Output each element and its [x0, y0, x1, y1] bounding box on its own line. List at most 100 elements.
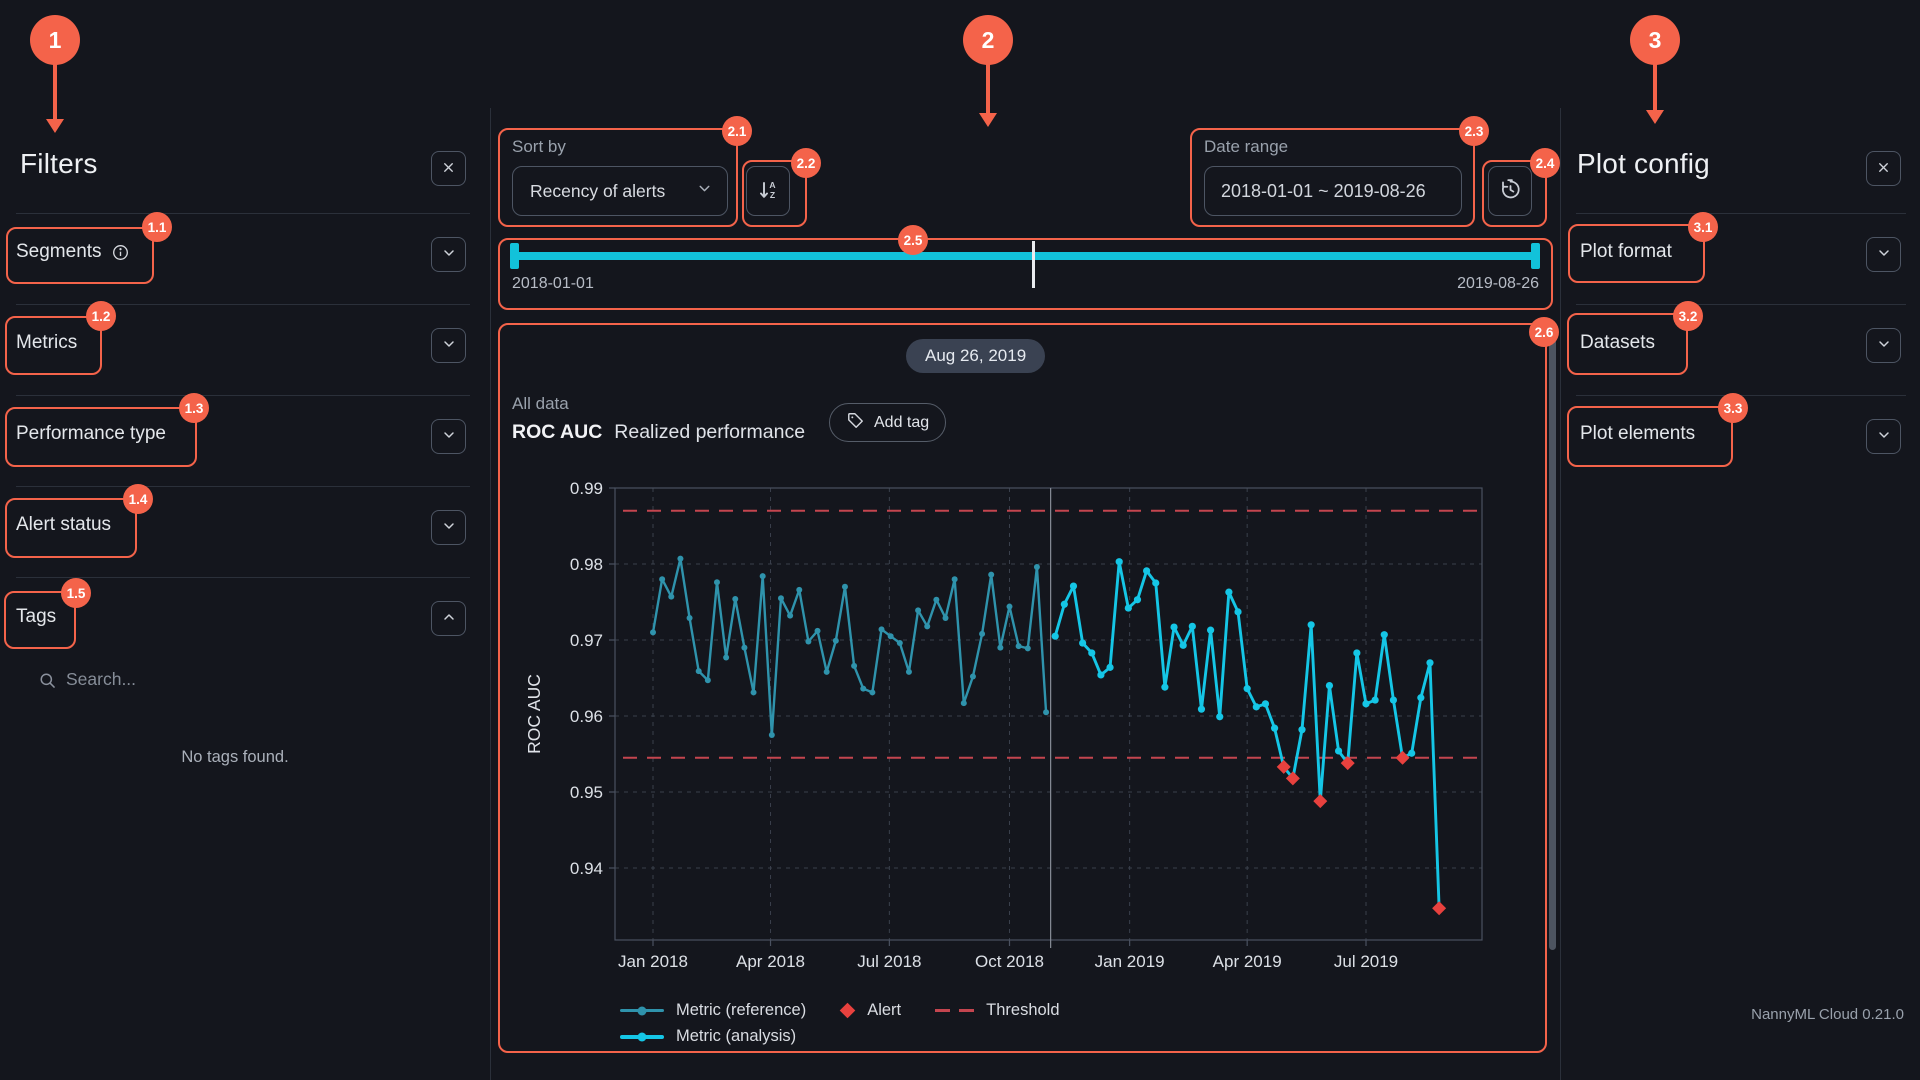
analysis-line-swatch [620, 1034, 664, 1039]
annotation-arrowhead-1 [46, 119, 64, 133]
config-section-plot-elements: Plot elements [1580, 423, 1695, 445]
add-tag-label: Add tag [874, 413, 930, 431]
legend-item-analysis[interactable]: Metric (analysis) [620, 1027, 796, 1046]
legend-item-threshold[interactable]: Threshold [935, 1001, 1060, 1020]
sort-descending-az-icon: A Z [756, 178, 780, 205]
tags-label: Tags [16, 606, 57, 627]
metrics-label: Metrics [16, 332, 78, 353]
svg-text:0.95: 0.95 [570, 783, 603, 802]
timeline-handle-end[interactable] [1531, 243, 1540, 269]
date-range-reset-button[interactable] [1488, 166, 1532, 216]
annotation-badge-3-3: 3.3 [1718, 393, 1748, 423]
annotation-marker-3: 3 [1630, 15, 1680, 65]
divider [16, 213, 470, 214]
date-range-label: Date range [1204, 137, 1289, 156]
svg-text:A: A [769, 180, 775, 190]
filter-section-tags: Tags [16, 606, 56, 628]
divider [16, 486, 470, 487]
datasets-label: Datasets [1580, 332, 1655, 353]
timeline-end-date: 2019-08-26 [1457, 275, 1539, 292]
chevron-down-icon [441, 518, 457, 537]
right-panel-divider [1560, 108, 1561, 1080]
sort-by-select[interactable]: Recency of alerts [512, 166, 728, 216]
performance-type-expand-button[interactable] [431, 419, 466, 454]
config-section-datasets: Datasets [1580, 332, 1655, 354]
svg-text:Jul 2018: Jul 2018 [857, 952, 921, 971]
chevron-down-icon [441, 427, 457, 446]
plot-config-close-button[interactable] [1866, 151, 1901, 186]
alert-status-expand-button[interactable] [431, 510, 466, 545]
svg-text:Apr 2018: Apr 2018 [736, 952, 805, 971]
timeline-current-marker [1032, 241, 1035, 288]
chevron-down-icon [441, 336, 457, 355]
svg-text:0.96: 0.96 [570, 707, 603, 726]
filters-close-button[interactable] [431, 151, 466, 186]
plot-format-label: Plot format [1580, 241, 1672, 262]
filter-section-performance-type: Performance type [16, 423, 166, 445]
divider [16, 304, 470, 305]
plot-elements-expand-button[interactable] [1866, 419, 1901, 454]
legend-item-alert[interactable]: Alert [839, 1001, 901, 1020]
annotation-badge-3-2: 3.2 [1673, 301, 1703, 331]
scrollbar-thumb[interactable] [1549, 328, 1556, 950]
chevron-down-icon [441, 245, 457, 264]
history-icon [1498, 177, 1523, 205]
chart-legend-row-2: Metric (analysis) [620, 1027, 796, 1046]
svg-text:0.94: 0.94 [570, 859, 603, 878]
chevron-down-icon [1876, 245, 1892, 264]
svg-text:0.98: 0.98 [570, 555, 603, 574]
metric-name: ROC AUC [512, 421, 603, 443]
metrics-expand-button[interactable] [431, 328, 466, 363]
annotation-badge-2-2: 2.2 [791, 148, 821, 178]
legend-item-reference[interactable]: Metric (reference) [620, 1001, 806, 1020]
alert-status-label: Alert status [16, 514, 112, 535]
sort-direction-button[interactable]: A Z [746, 166, 790, 216]
timeline-handle-start[interactable] [510, 243, 519, 269]
chevron-up-icon [441, 609, 457, 628]
performance-type-label: Performance type [16, 423, 166, 444]
segments-expand-button[interactable] [431, 237, 466, 272]
timeline-track[interactable] [514, 252, 1539, 260]
sort-by-label: Sort by [512, 137, 566, 156]
tags-collapse-button[interactable] [431, 601, 466, 636]
svg-text:Apr 2019: Apr 2019 [1213, 952, 1282, 971]
close-icon [441, 160, 456, 178]
annotation-badge-1-2: 1.2 [86, 301, 116, 331]
reference-line-swatch [620, 1009, 664, 1012]
annotation-badge-3-1: 3.1 [1688, 212, 1718, 242]
divider [16, 577, 470, 578]
plot-config-title: Plot config [1577, 148, 1710, 179]
roc-auc-chart[interactable]: Jan 2018 Apr 2018 Jul 2018 Oct 2018 Jan 2019… [510, 479, 1500, 980]
legend-analysis-label: Metric (analysis) [676, 1027, 797, 1045]
annotation-marker-1: 1 [30, 15, 80, 65]
annotation-arrow-3 [1653, 64, 1657, 111]
scope-label: All data [512, 394, 569, 413]
annotation-badge-2-3: 2.3 [1459, 116, 1489, 146]
annotation-badge-2-5: 2.5 [898, 225, 928, 255]
tags-search-input[interactable] [64, 668, 364, 691]
annotation-arrowhead-3 [1646, 110, 1664, 124]
chart-legend-row-1: Metric (reference) Alert Threshold [620, 1001, 1060, 1020]
date-range-input[interactable] [1204, 166, 1462, 216]
current-date-badge: Aug 26, 2019 [906, 339, 1046, 373]
add-tag-button[interactable]: Add tag [829, 403, 947, 442]
info-icon[interactable] [111, 243, 130, 262]
filter-section-alert-status: Alert status [16, 514, 111, 536]
search-icon [38, 671, 57, 695]
svg-text:Jul 2019: Jul 2019 [1334, 952, 1398, 971]
datasets-expand-button[interactable] [1866, 328, 1901, 363]
legend-reference-label: Metric (reference) [676, 1001, 807, 1019]
annotation-badge-1-3: 1.3 [179, 393, 209, 423]
chevron-down-icon [1876, 427, 1892, 446]
filters-panel-title: Filters [20, 148, 98, 179]
annotation-arrow-2 [986, 64, 990, 114]
annotation-badge-2-1: 2.1 [722, 116, 752, 146]
svg-text:Oct 2018: Oct 2018 [975, 952, 1044, 971]
sort-by-value: Recency of alerts [530, 180, 666, 201]
alert-diamond-swatch [839, 1002, 856, 1019]
left-panel-divider [490, 108, 491, 1080]
svg-text:Jan 2018: Jan 2018 [618, 952, 688, 971]
svg-text:Jan 2019: Jan 2019 [1095, 952, 1165, 971]
plot-format-expand-button[interactable] [1866, 237, 1901, 272]
tags-empty-message: No tags found. [181, 748, 289, 766]
